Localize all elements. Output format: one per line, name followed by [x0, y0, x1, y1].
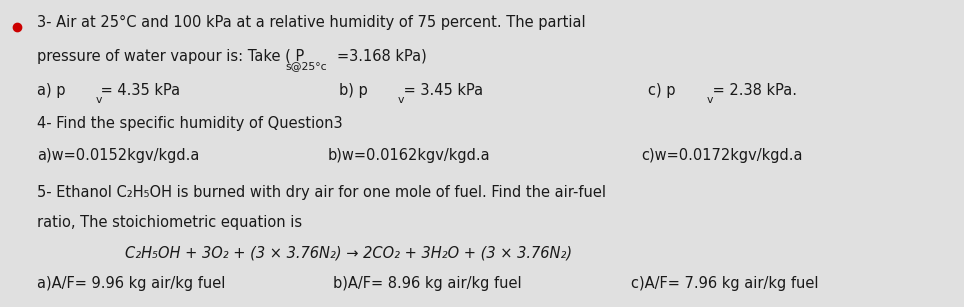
- Text: = 2.38 kPa.: = 2.38 kPa.: [708, 83, 796, 98]
- Text: = 4.35 kPa: = 4.35 kPa: [96, 83, 180, 98]
- Text: 5- Ethanol C₂H₅OH is burned with dry air for one mole of fuel. Find the air-fuel: 5- Ethanol C₂H₅OH is burned with dry air…: [37, 185, 605, 200]
- Text: s@25°c: s@25°c: [285, 61, 327, 71]
- Text: a)A/F= 9.96 kg air/kg fuel: a)A/F= 9.96 kg air/kg fuel: [37, 276, 225, 291]
- Text: v: v: [95, 95, 102, 105]
- Text: v: v: [707, 95, 713, 105]
- Text: C₂H₅OH + 3O₂ + (3 × 3.76N₂) → 2CO₂ + 3H₂O + (3 × 3.76N₂): C₂H₅OH + 3O₂ + (3 × 3.76N₂) → 2CO₂ + 3H₂…: [125, 246, 573, 260]
- Text: 4- Find the specific humidity of Question3: 4- Find the specific humidity of Questio…: [37, 115, 342, 130]
- Text: v: v: [398, 95, 405, 105]
- Text: a)w=0.0152kgv/kgd.a: a)w=0.0152kgv/kgd.a: [37, 148, 199, 163]
- Text: a) p: a) p: [37, 83, 66, 98]
- Text: 3- Air at 25°C and 100 kPa at a relative humidity of 75 percent. The partial: 3- Air at 25°C and 100 kPa at a relative…: [37, 15, 585, 30]
- Text: pressure of water vapour is: Take ( P: pressure of water vapour is: Take ( P: [37, 49, 304, 64]
- Text: c)w=0.0172kgv/kgd.a: c)w=0.0172kgv/kgd.a: [641, 148, 803, 163]
- Text: c)A/F= 7.96 kg air/kg fuel: c)A/F= 7.96 kg air/kg fuel: [631, 276, 819, 291]
- Text: b)A/F= 8.96 kg air/kg fuel: b)A/F= 8.96 kg air/kg fuel: [333, 276, 522, 291]
- Text: ratio, The stoichiometric equation is: ratio, The stoichiometric equation is: [37, 215, 302, 230]
- Text: b)w=0.0162kgv/kgd.a: b)w=0.0162kgv/kgd.a: [328, 148, 491, 163]
- Text: = 3.45 kPa: = 3.45 kPa: [399, 83, 483, 98]
- Text: b) p: b) p: [339, 83, 368, 98]
- Text: =3.168 kPa): =3.168 kPa): [337, 49, 427, 64]
- Text: c) p: c) p: [648, 83, 676, 98]
